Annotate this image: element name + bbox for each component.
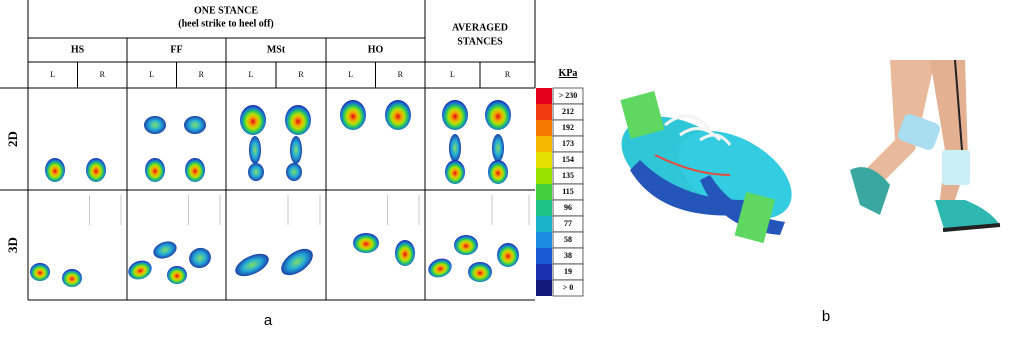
header-subtitle: (heel strike to heel off) [178, 18, 274, 29]
phase-header: MSt [267, 44, 286, 55]
scale-swatch [536, 232, 552, 248]
scale-swatch [536, 104, 552, 120]
side-label: R [398, 70, 404, 79]
shoes-photo [620, 91, 792, 244]
pressure-blob [185, 158, 205, 182]
pressure-blob [492, 134, 504, 162]
pressure-blob [286, 163, 302, 181]
pressure-blob [45, 158, 65, 182]
scale-swatch [536, 88, 552, 104]
header-title: ONE STANCE [194, 5, 258, 16]
scale-label: > 0 [563, 283, 574, 292]
phase-header: FF [170, 44, 182, 55]
pressure-table: ONE STANCE (heel strike to heel off) AVE… [0, 0, 536, 301]
scale-label: > 230 [559, 91, 578, 100]
panel-label: a [264, 312, 273, 329]
pressure-blob [128, 260, 152, 280]
scale-label: 38 [564, 251, 572, 260]
side-label: L [450, 70, 455, 79]
pressure-blob [488, 160, 508, 184]
pressure-blob [353, 233, 379, 253]
scale-label: 77 [564, 219, 572, 228]
pressure-blob [235, 253, 269, 277]
phase-header: HO [368, 44, 384, 55]
scale-label: 135 [562, 171, 574, 180]
pressure-blob [445, 160, 465, 184]
pressure-blob [249, 136, 261, 164]
scale-label: 173 [562, 139, 574, 148]
side-label: L [249, 70, 254, 79]
pressure-blob [281, 248, 313, 276]
pressure-blob [449, 134, 461, 162]
pressure-blob [184, 116, 206, 134]
pressure-blob [340, 100, 366, 130]
scale-label: 58 [564, 235, 572, 244]
pressure-blob [240, 105, 266, 135]
pressure-blob [290, 136, 302, 164]
row-label: 2D [5, 131, 20, 147]
averaged-header: AVERAGED [452, 22, 508, 33]
scale-unit: KPa [559, 68, 578, 79]
pressure-blob [153, 241, 177, 259]
scale-swatch [536, 168, 552, 184]
pressure-blob [385, 100, 411, 130]
side-label: L [348, 70, 353, 79]
scale-swatch [536, 200, 552, 216]
scale-swatch [536, 152, 552, 168]
pressure-blob [395, 240, 415, 266]
scale-swatch [536, 264, 552, 280]
panel-label: b [822, 308, 830, 325]
side-label: R [505, 70, 511, 79]
pressure-blob [189, 247, 211, 269]
side-label: L [149, 70, 154, 79]
pressure-blob [145, 158, 165, 182]
scale-swatch [536, 136, 552, 152]
pressure-blob [485, 100, 511, 130]
pressure-blob [285, 105, 311, 135]
side-label: R [199, 70, 205, 79]
scale-swatch [536, 248, 552, 264]
pressure-blob [468, 262, 492, 282]
scale-label: 154 [562, 155, 574, 164]
side-label: R [298, 70, 304, 79]
pressure-blob [454, 235, 478, 255]
pressure-blob [442, 100, 468, 130]
pressure-blob [30, 263, 50, 281]
side-label: R [100, 70, 106, 79]
averaged-header: STANCES [457, 36, 503, 47]
pressure-blob [497, 243, 519, 267]
pressure-blob [62, 269, 82, 287]
phase-header: HS [71, 44, 85, 55]
scale-label: 19 [564, 267, 572, 276]
row-label: 3D [5, 237, 20, 253]
scale-swatch [536, 216, 552, 232]
scale-swatch [536, 184, 552, 200]
pressure-blob [248, 163, 264, 181]
side-label: L [50, 70, 55, 79]
scale-label: 96 [564, 203, 572, 212]
scale-cell [552, 279, 584, 297]
pressure-blob [86, 158, 106, 182]
scale-label: 212 [562, 107, 574, 116]
pressure-blob [428, 258, 452, 278]
scale-swatch [536, 120, 552, 136]
scale-label: 192 [562, 123, 574, 132]
scale-swatch [536, 280, 552, 296]
color-scale: KPa > 230 212 192 173 154 135 115 96 77 58 38 19 > 0 [536, 68, 584, 297]
leg-photo [850, 59, 1001, 232]
scale-label: 115 [562, 187, 574, 196]
pressure-blob [167, 266, 187, 284]
pressure-blob [144, 116, 166, 134]
